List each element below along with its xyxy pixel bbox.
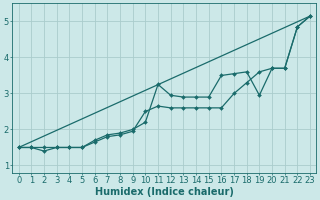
X-axis label: Humidex (Indice chaleur): Humidex (Indice chaleur) <box>95 187 234 197</box>
